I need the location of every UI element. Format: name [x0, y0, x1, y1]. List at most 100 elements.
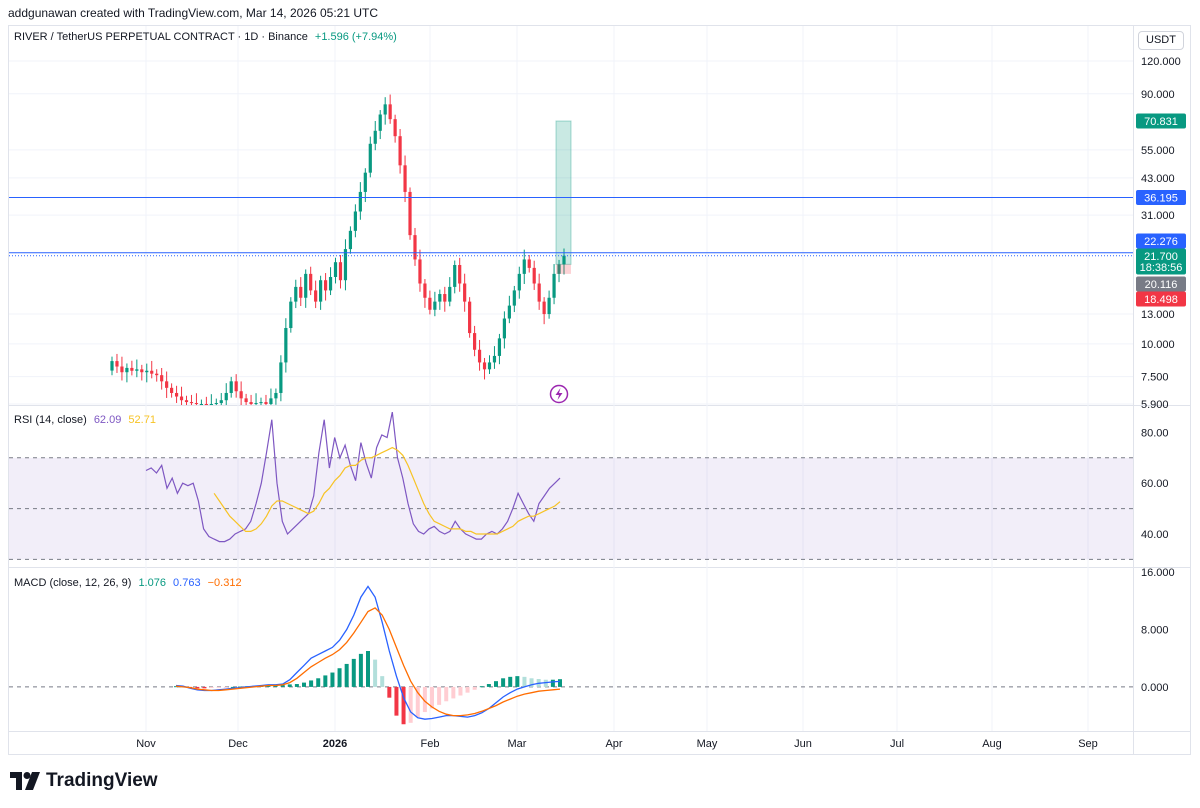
candle-body: [507, 305, 511, 319]
candle-body: [234, 381, 238, 392]
candle-body: [438, 294, 442, 302]
candle-body: [130, 367, 134, 371]
line-price-badge: [1136, 233, 1186, 249]
candle-body: [214, 403, 218, 405]
macd-legend[interactable]: MACD (close, 12, 26, 9) 1.076 0.763 −0.3…: [14, 577, 242, 589]
candle-body: [160, 375, 164, 382]
macd-histogram-bar: [458, 686, 463, 696]
macd-signal-value: −0.312: [207, 577, 242, 589]
last-price-badge-text: 21.700: [1144, 251, 1178, 263]
macd-histogram-bar: [330, 672, 335, 687]
macd-histogram-bar: [202, 686, 207, 689]
candle-body: [502, 318, 506, 339]
price-tick-label: 55.000: [1141, 145, 1175, 157]
candle-body: [269, 398, 273, 404]
rsi-legend[interactable]: RSI (14, close) 62.09 52.71: [14, 414, 156, 426]
macd-histogram-bar: [287, 684, 292, 687]
price-tick-label: 7.500: [1141, 372, 1169, 384]
price-tick-label: 31.000: [1141, 210, 1175, 222]
candle-body: [289, 301, 293, 329]
candle-body: [428, 297, 432, 310]
candle-body: [184, 400, 189, 403]
candle-body: [229, 381, 233, 393]
candle-body: [264, 402, 268, 404]
candle-body: [294, 286, 298, 302]
price-tick-label: 120.000: [1141, 56, 1181, 68]
candle-body: [328, 277, 333, 291]
candle-body: [343, 249, 348, 281]
candle-body: [547, 297, 551, 315]
macd-histogram-bar: [515, 676, 520, 687]
macd-hist-value: 1.076: [138, 577, 166, 589]
rsi-series-line: [145, 411, 561, 543]
candle-body: [145, 370, 149, 373]
candle-body: [542, 301, 546, 315]
tradingview-logo[interactable]: TradingView: [10, 770, 158, 792]
candle-body: [472, 333, 477, 350]
macd-histogram-bar: [479, 686, 484, 688]
candle-body: [314, 290, 318, 302]
currency-button[interactable]: USDT: [1138, 31, 1184, 50]
macd-histogram-bar: [366, 651, 370, 687]
macd-histogram-bar: [494, 681, 498, 687]
candle-body: [110, 361, 114, 371]
macd-histogram-bar: [430, 686, 434, 709]
candle-body: [299, 286, 303, 298]
macd-histogram-bar: [195, 686, 200, 689]
candle-body: [527, 259, 531, 268]
macd-series-line: [175, 607, 561, 717]
rsi-title: RSI (14, close): [14, 414, 87, 426]
grid-lines: [9, 26, 1191, 755]
line-price-badge: [1136, 189, 1186, 205]
macd-histogram-bar: [472, 686, 477, 690]
macd-histogram-bar: [380, 676, 385, 687]
candle-body: [194, 403, 199, 405]
macd-value: 0.763: [173, 577, 201, 589]
last-price-badge: [1136, 248, 1186, 275]
macd-histogram-bar: [316, 678, 321, 687]
macd-histogram-bar: [422, 686, 427, 713]
candle-body: [403, 165, 407, 192]
entry-price-badge-text: 20.116: [1145, 279, 1178, 291]
entry-price-badge: [1136, 276, 1186, 292]
candle-body: [517, 273, 521, 291]
candle-body: [477, 349, 482, 363]
x-tick-label: Jul: [890, 738, 904, 750]
rsi-tick-label: 60.00: [1141, 478, 1169, 490]
lightning-bolt-icon: [555, 388, 563, 400]
candle-body: [482, 362, 487, 370]
candle-body: [408, 191, 412, 236]
candle-body: [413, 235, 417, 260]
candle-body: [333, 262, 338, 278]
candle-body: [165, 381, 169, 388]
macd-histogram-bar: [230, 686, 235, 688]
macd-histogram-bar: [451, 686, 456, 699]
candle-body: [537, 283, 541, 302]
macd-histogram-bar: [529, 678, 534, 687]
macd-histogram-bar: [337, 668, 342, 687]
symbol-legend[interactable]: RIVER / TetherUS PERPETUAL CONTRACT · 1D…: [14, 31, 397, 43]
macd-pane: [9, 585, 1133, 725]
price-tick-label: 43.000: [1141, 173, 1175, 185]
chart-frame: [8, 25, 1191, 755]
candle-body: [418, 259, 422, 284]
rsi-tick-label: 80.00: [1141, 427, 1169, 439]
x-tick-label: Aug: [982, 738, 1002, 750]
candle-body: [368, 143, 372, 173]
macd-histogram-bar: [437, 686, 442, 705]
macd-histogram-bar: [465, 686, 470, 693]
long-position-target-zone: [555, 120, 572, 265]
macd-histogram-bar: [358, 653, 363, 687]
time-axis: Nov Dec 2026 Feb Mar Apr May Jun Jul Aug Sep: [136, 738, 1098, 750]
tradingview-logo-icon: [10, 772, 40, 790]
chart-credit: addgunawan created with TradingView.com,…: [8, 6, 378, 20]
candle-body: [378, 114, 382, 131]
candle-body: [468, 301, 472, 334]
macd-histogram-bar: [415, 686, 420, 718]
macd-histogram-bar: [223, 686, 228, 688]
candle-body: [398, 136, 402, 166]
price-tick-label: 13.000: [1141, 309, 1175, 321]
macd-histogram-bar: [394, 686, 399, 716]
macd-title: MACD (close, 12, 26, 9): [14, 577, 132, 589]
